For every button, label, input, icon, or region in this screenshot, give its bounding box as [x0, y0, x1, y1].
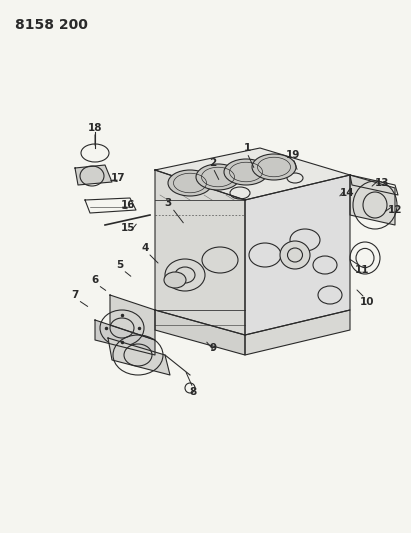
- Polygon shape: [155, 148, 350, 200]
- Text: 7: 7: [72, 290, 79, 300]
- Text: 9: 9: [210, 343, 217, 353]
- Text: 1: 1: [243, 143, 251, 153]
- Text: 17: 17: [111, 173, 125, 183]
- Text: 10: 10: [360, 297, 374, 307]
- Text: 13: 13: [375, 178, 389, 188]
- Text: 18: 18: [88, 123, 102, 133]
- Polygon shape: [245, 310, 350, 355]
- Text: 8158 200: 8158 200: [15, 18, 88, 32]
- Text: 2: 2: [209, 158, 217, 168]
- Ellipse shape: [164, 272, 186, 288]
- Polygon shape: [350, 175, 395, 225]
- Polygon shape: [108, 338, 170, 375]
- Text: 8: 8: [189, 387, 196, 397]
- Text: 3: 3: [164, 198, 172, 208]
- Polygon shape: [110, 295, 155, 340]
- Ellipse shape: [168, 170, 212, 196]
- Ellipse shape: [252, 154, 296, 180]
- Polygon shape: [155, 310, 245, 355]
- Text: 11: 11: [355, 265, 369, 275]
- Polygon shape: [245, 175, 350, 335]
- Text: 14: 14: [339, 188, 354, 198]
- Text: 5: 5: [116, 260, 124, 270]
- Text: 12: 12: [388, 205, 402, 215]
- Ellipse shape: [280, 241, 310, 269]
- Text: 16: 16: [121, 200, 135, 210]
- Ellipse shape: [224, 159, 268, 185]
- Polygon shape: [155, 170, 245, 335]
- Text: 6: 6: [91, 275, 99, 285]
- Text: 19: 19: [286, 150, 300, 160]
- Polygon shape: [95, 320, 155, 355]
- Text: 4: 4: [141, 243, 149, 253]
- Ellipse shape: [196, 164, 240, 190]
- Polygon shape: [75, 165, 112, 185]
- Text: 15: 15: [121, 223, 135, 233]
